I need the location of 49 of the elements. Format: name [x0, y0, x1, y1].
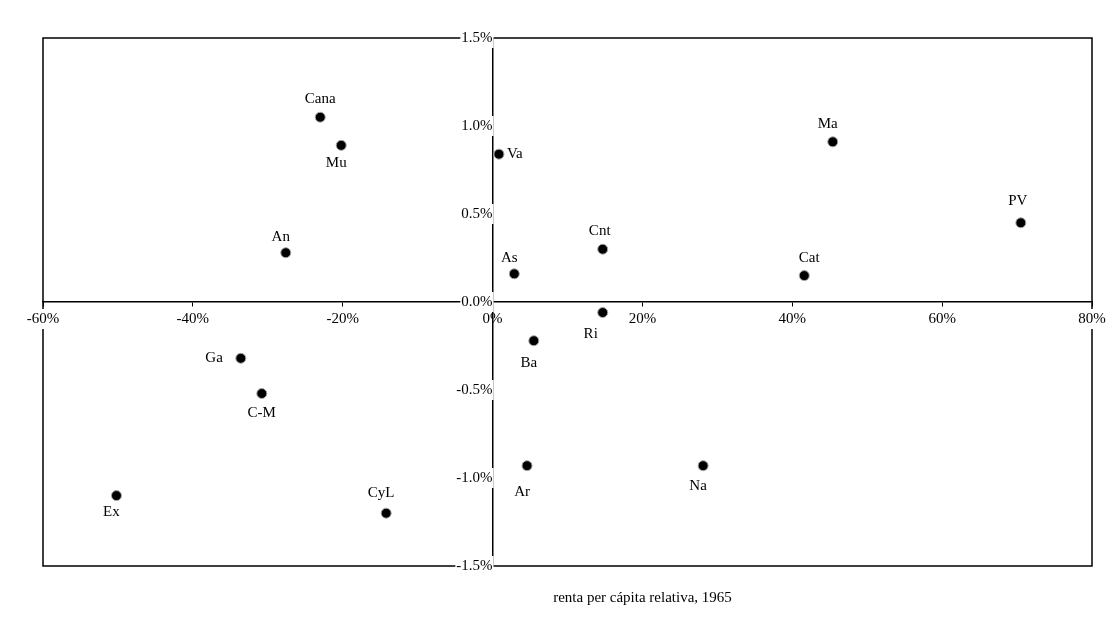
annotation: Ex [103, 502, 121, 519]
point [335, 139, 347, 151]
point [508, 268, 520, 280]
annotation: As [500, 248, 518, 265]
annotation: Na [689, 476, 708, 493]
annotation: An [271, 227, 291, 244]
annotation: Va [506, 145, 524, 162]
y-tick-label: 0.5% [461, 204, 493, 221]
x-tick-label: 40% [778, 309, 807, 326]
annotation: Mu [325, 154, 348, 171]
annotation: CyL [367, 484, 395, 501]
x-tick-label: -60% [26, 309, 60, 326]
x-tick-label: -40% [176, 309, 210, 326]
annotation: Cnt [588, 222, 612, 239]
y-tick-label: -1.5% [456, 556, 493, 573]
point [235, 352, 247, 364]
point [314, 111, 326, 123]
x-tick-label: -20% [326, 309, 359, 326]
y-tick-label: -1.0% [456, 468, 493, 485]
point [256, 388, 268, 400]
annotation: Cana [304, 90, 336, 107]
y-tick-label: 1.5% [461, 28, 493, 45]
point [280, 247, 292, 259]
point [597, 307, 609, 319]
annotation: Ar [514, 482, 530, 499]
point [380, 507, 392, 519]
point [528, 335, 540, 347]
annotation: Ba [520, 353, 538, 370]
point [110, 490, 122, 502]
point [493, 148, 505, 160]
y-tick-label: 0.0% [461, 292, 493, 309]
x-tick-label: 80% [1078, 309, 1106, 326]
annotation: Ma [817, 114, 839, 131]
annotation: Ga [205, 349, 224, 366]
x-axis-title: renta per cápita relativa, 1965 [553, 588, 732, 605]
annotation: PV [1008, 191, 1028, 208]
y-tick-label: 1.0% [461, 116, 493, 133]
point [827, 136, 839, 148]
x-tick-label: 60% [928, 309, 956, 326]
point [1015, 217, 1027, 229]
point [521, 460, 533, 472]
point [697, 460, 709, 472]
point [597, 243, 609, 255]
x-tick-label: 20% [628, 309, 657, 326]
y-tick-label: -0.5% [456, 380, 493, 397]
annotation: Cat [798, 248, 821, 265]
point [798, 270, 810, 282]
annotation: C-M [247, 404, 276, 421]
annotation: Ri [583, 325, 598, 342]
